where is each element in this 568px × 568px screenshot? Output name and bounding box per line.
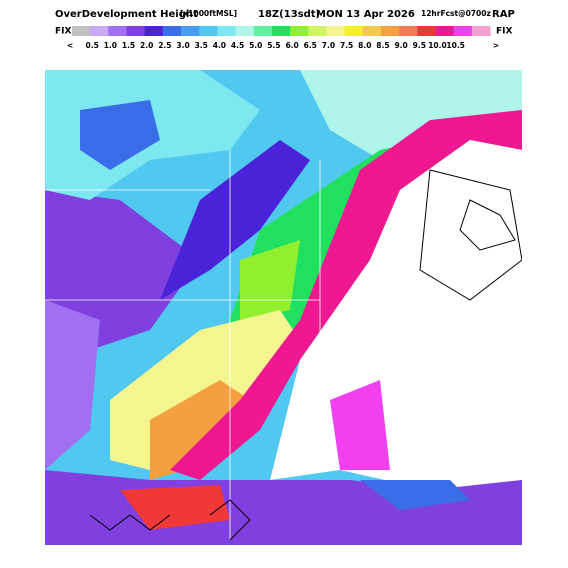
colorbar-label: 2.5 [158,41,171,50]
color-swatch [271,26,291,36]
color-swatch [417,26,436,36]
color-swatch [380,26,400,36]
colorbar-label: 5.0 [249,41,262,50]
colorbar-label: 6.5 [304,41,317,50]
colorbar-label: 6.0 [285,41,298,50]
color-swatch [326,26,346,36]
colorbar-label: 4.0 [213,41,226,50]
model: RAP [492,9,515,20]
colorbar: <0.5 1.0 1.5 2.0 2.5 3.0 3.5 4.0 4.5 5.0 5.5 6.0 6.5… [67,26,499,50]
color-swatch [199,26,218,36]
color-swatch [126,26,146,36]
color-swatch [162,26,182,36]
color-swatch [344,26,364,36]
title-bar: OverDevelopment Height [x1000ftMSL] 18Z(… [55,9,515,20]
color-swatch [217,26,237,36]
color-swatch [290,26,309,36]
map [45,70,522,545]
colorbar-label: 10.0 [428,41,447,50]
date: MON 13 Apr 2026 [316,9,415,20]
color-swatch [108,26,128,36]
color-swatch [235,26,255,36]
color-swatch [144,26,164,36]
colorbar-label: 0.5 [86,41,99,50]
colorbar-label: 2.0 [140,41,153,50]
fix-right: FIX [496,27,512,37]
valid-time: 18Z(13sdt) [258,9,320,20]
colorbar-label: > [493,41,499,50]
colorbar-label: 9.5 [413,41,426,50]
colorbar-label: 5.5 [267,41,280,50]
color-swatch [181,26,200,36]
product-title: OverDevelopment Height [55,9,198,20]
color-swatch [362,26,382,36]
colorbar-label: 3.0 [176,41,189,50]
colorbar-label: 7.0 [322,41,335,50]
color-swatch [435,26,455,36]
colorbar-label: 9.0 [394,41,407,50]
colorbar-label: 8.5 [376,41,389,50]
color-swatch [308,26,327,36]
colorbar-label: < [67,41,73,50]
colorbar-label: 10.5 [446,41,465,50]
color-swatch [72,26,91,36]
colorbar-label: 1.0 [104,41,117,50]
color-swatch [453,26,473,36]
colorbar-label: 3.5 [195,41,208,50]
forecast: 12hrFcst@0700z [421,9,491,18]
colorbar-label: 4.5 [231,41,244,50]
fix-left: FIX [55,27,71,37]
colorbar-label: 1.5 [122,41,135,50]
color-swatch [90,26,109,36]
colorbar-label: 7.5 [340,41,353,50]
color-swatch [253,26,273,36]
color-swatch [399,26,418,36]
colorbar-label: 8.0 [358,41,371,50]
color-swatch [471,26,491,36]
units: [x1000ftMSL] [180,9,237,18]
